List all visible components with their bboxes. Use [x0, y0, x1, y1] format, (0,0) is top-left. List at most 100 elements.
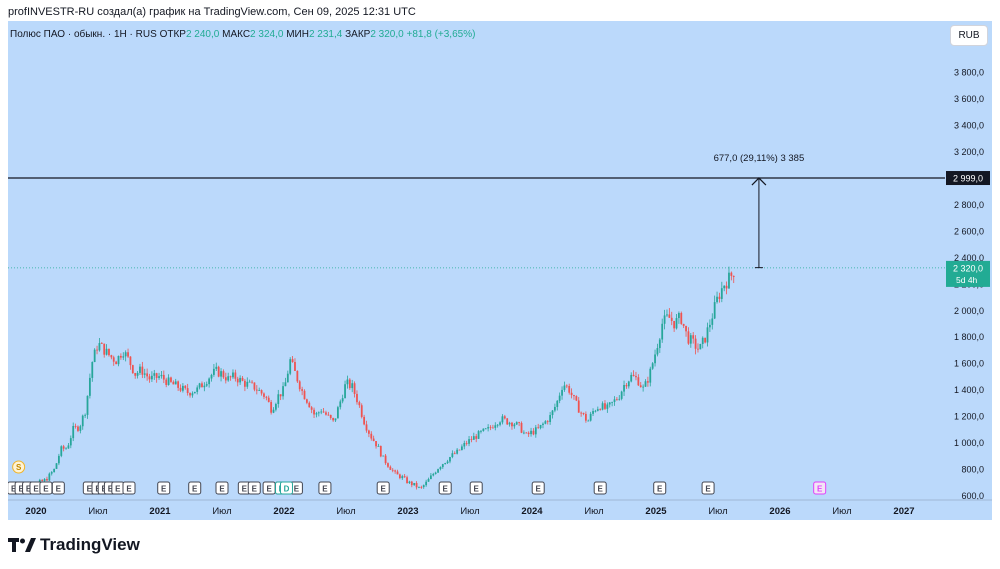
candle-body	[246, 381, 249, 387]
earnings-event-marker[interactable]	[247, 481, 261, 495]
candle-body	[127, 352, 129, 357]
tradingview-logo[interactable]: TradingView	[8, 535, 140, 555]
earnings-event-marker-symbol: E	[242, 485, 248, 494]
candle-body	[663, 315, 666, 324]
candle-body	[666, 314, 668, 316]
candle-body	[332, 417, 335, 421]
candle-body	[627, 381, 630, 387]
candle-body	[220, 371, 222, 377]
candle-body	[274, 403, 277, 410]
candle-body	[568, 386, 571, 393]
candle-body	[506, 418, 509, 425]
dividend-event-marker[interactable]	[279, 481, 293, 495]
candle-body	[251, 381, 253, 383]
earnings-event-marker[interactable]	[593, 481, 607, 495]
earnings-event-marker-symbol: E	[705, 485, 711, 494]
candle-body	[549, 415, 552, 423]
candle-body	[260, 390, 263, 394]
candle-body	[656, 348, 659, 355]
candle-body	[139, 366, 141, 373]
candle-body	[55, 463, 58, 469]
earnings-event-marker-symbol: E	[56, 485, 62, 494]
earnings-event-marker[interactable]	[376, 481, 390, 495]
x-tick-label: Июл	[708, 506, 727, 517]
candle-body	[81, 415, 84, 427]
candle-body	[48, 473, 51, 481]
candle-body	[697, 348, 699, 350]
earnings-event-marker[interactable]	[813, 481, 827, 495]
candle-body	[41, 479, 44, 481]
x-tick-label: 2026	[769, 506, 790, 517]
candle-body	[43, 478, 46, 481]
candle-body	[317, 412, 320, 414]
earnings-event-marker[interactable]	[701, 481, 715, 495]
earnings-event-marker[interactable]	[51, 481, 65, 495]
earnings-event-marker[interactable]	[438, 481, 452, 495]
candle-body	[429, 475, 432, 480]
candle-body	[236, 378, 239, 383]
candle-body	[186, 388, 189, 393]
candle-body	[224, 377, 227, 381]
candle-body	[503, 416, 506, 419]
candle-body	[513, 424, 516, 427]
chart-area[interactable]: 600,0 800,0 1 000,0 1 200,0 1 400,0 1 600,0 1 …	[7, 21, 992, 520]
candle-body	[725, 285, 728, 289]
candle-body	[527, 432, 530, 435]
candle-body	[565, 385, 568, 387]
currency-button[interactable]: RUB	[950, 25, 988, 46]
candle-body	[596, 409, 599, 411]
candle-body	[193, 391, 196, 394]
candle-body	[270, 402, 273, 413]
earnings-event-marker[interactable]	[318, 481, 332, 495]
candle-body	[489, 427, 492, 428]
candle-body	[520, 422, 523, 433]
candle-body	[119, 355, 122, 358]
measure-arrow-head	[751, 177, 767, 186]
candle-body	[694, 338, 697, 349]
candle-body	[356, 393, 358, 403]
candle-body	[265, 396, 268, 398]
price-chart[interactable]: 600,0 800,0 1 000,0 1 200,0 1 400,0 1 600,0 1 …	[7, 21, 992, 520]
candle-body	[382, 455, 385, 457]
earnings-event-marker[interactable]	[469, 481, 483, 495]
split-event-marker[interactable]	[12, 460, 26, 474]
earnings-event-marker-symbol: E	[598, 485, 604, 494]
candle-body	[38, 479, 41, 483]
candle-body	[418, 486, 420, 488]
candle-body	[320, 411, 323, 413]
earnings-event-marker[interactable]	[653, 481, 667, 495]
earnings-event-marker-symbol: E	[126, 485, 132, 494]
y-tick-label: 2 800,0	[954, 200, 984, 210]
candle-body	[594, 410, 597, 412]
candle-body	[305, 399, 308, 403]
candle-body	[255, 389, 258, 391]
candle-body	[351, 383, 354, 389]
y-tick-label: 1 600,0	[954, 359, 984, 369]
close-value: 2 320,0	[370, 29, 404, 40]
candle-body	[272, 409, 275, 413]
candle-body	[208, 378, 211, 385]
candle-body	[365, 424, 368, 431]
earnings-event-marker[interactable]	[188, 481, 202, 495]
low-label: МИН	[286, 29, 309, 40]
candle-body	[336, 407, 339, 419]
candle-body	[277, 394, 280, 404]
candle-body	[198, 383, 201, 388]
earnings-event-marker[interactable]	[122, 481, 136, 495]
earnings-event-marker[interactable]	[157, 481, 171, 495]
candle-body	[112, 357, 115, 362]
earnings-event-marker[interactable]	[215, 481, 229, 495]
earnings-event-marker-symbol: E	[536, 485, 542, 494]
candle-body	[391, 469, 394, 471]
candle-body	[680, 312, 683, 324]
candle-body	[456, 449, 459, 454]
candle-body	[69, 438, 72, 446]
candle-body	[460, 446, 463, 450]
x-tick-label: Июл	[88, 506, 107, 517]
candle-body	[325, 412, 327, 415]
earnings-event-marker[interactable]	[531, 481, 545, 495]
candle-body	[484, 428, 487, 430]
candle-body	[599, 409, 602, 410]
candle-body	[327, 414, 330, 416]
candle-body	[444, 463, 447, 465]
